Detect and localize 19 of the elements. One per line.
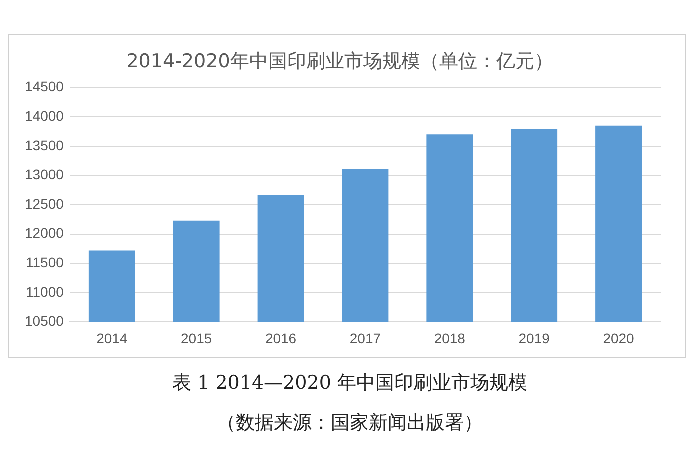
y-tick-label: 11000 — [26, 284, 64, 300]
y-tick-label: 14000 — [24, 108, 64, 124]
x-tick-label: 2018 — [434, 330, 466, 346]
y-tick-label: 12500 — [24, 196, 64, 212]
x-tick-label: 2017 — [350, 330, 382, 346]
y-tick-label: 11500 — [26, 254, 64, 270]
text: 表 1 2014—2020 年中国印刷业市场规模 — [172, 371, 528, 396]
y-tick-label: 12000 — [24, 225, 64, 242]
text: （数据来源：国家新闻出版署） — [216, 411, 484, 436]
x-tick-label: 2019 — [518, 330, 550, 346]
y-tick-label: 10500 — [24, 313, 64, 330]
x-tick-label: 2016 — [265, 330, 297, 346]
y-tick-label: 14500 — [24, 78, 64, 95]
chart-title: 2014-2020年中国印刷业市场规模（单位：亿元） — [126, 50, 554, 72]
x-tick-label: 2015 — [181, 330, 212, 346]
y-tick-label: 13500 — [24, 137, 64, 154]
x-tick-label: 2020 — [603, 330, 635, 346]
x-tick-label: 2014 — [96, 330, 128, 346]
y-tick-label: 13000 — [24, 166, 64, 183]
